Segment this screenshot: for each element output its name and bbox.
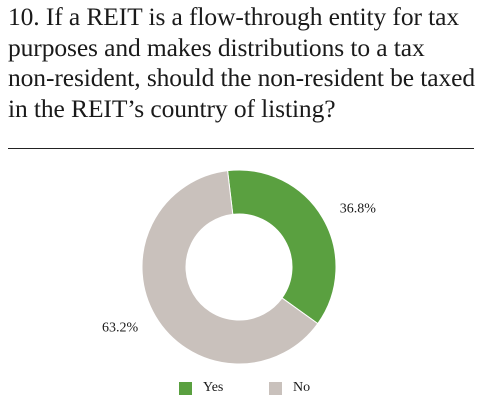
- legend-swatch-no: [269, 381, 282, 395]
- legend-label-yes: Yes: [203, 380, 224, 395]
- legend-swatch-yes: [179, 381, 192, 395]
- chart-legend: Yes No: [0, 380, 480, 400]
- slice-yes: [227, 169, 337, 325]
- chart-title: 10. If a REIT is a flow-through entity f…: [8, 2, 476, 123]
- title-divider: [8, 148, 474, 149]
- legend-item-yes: Yes: [179, 380, 223, 396]
- data-label-yes: 36.8%: [340, 202, 377, 217]
- slice-no: [141, 170, 319, 365]
- legend-label-no: No: [293, 380, 311, 395]
- legend-item-no: No: [269, 380, 310, 396]
- data-label-no: 63.2%: [102, 320, 139, 335]
